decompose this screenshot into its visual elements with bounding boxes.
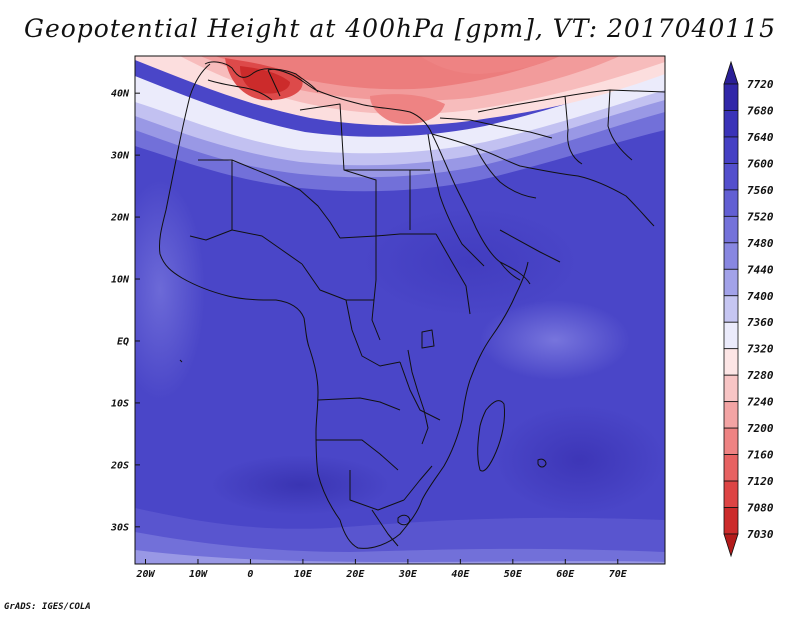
lat-tick-label: 40N [111, 89, 130, 100]
lon-tick-label: 0 [247, 569, 253, 580]
coastlines-and-borders [159, 61, 665, 549]
colorbar-level-label: 7320 [747, 343, 774, 356]
lon-tick-label: 10E [294, 569, 313, 580]
colorbar-level-label: 7240 [747, 396, 774, 409]
latitude-tick-labels: 40N 30N 20N 10N EQ 10S 20S 30S [110, 89, 140, 533]
colorbar-swatch [723, 374, 739, 403]
colorbar-level-label: 7030 [747, 528, 774, 541]
colorbar-swatch [723, 321, 739, 350]
colorbar-level-label: 7160 [747, 449, 774, 462]
colorbar-level-label: 7480 [747, 237, 774, 250]
lat-tick-label: EQ [117, 336, 129, 347]
colorbar-swatch [723, 454, 739, 482]
colorbar-swatch [723, 242, 739, 270]
lon-tick-label: 70E [609, 569, 628, 580]
colorbar-level-label: 7560 [747, 184, 774, 197]
colorbar-level-label: 7720 [747, 78, 774, 91]
colorbar-level-label: 7200 [747, 422, 774, 435]
colorbar-swatch [723, 189, 739, 217]
colorbar-level-label: 7280 [747, 369, 774, 382]
colorbar-level-label: 7080 [747, 502, 774, 515]
grads-credit: GrADS: IGES/COLA [4, 602, 91, 612]
longitude-tick-labels: 20W 10W 0 10E 20E 30E 40E 50E 60E 70E [135, 559, 628, 580]
lat-tick-label: 20S [110, 460, 129, 471]
colorbar-swatch [723, 215, 739, 244]
colorbar-level-label: 7120 [747, 475, 774, 488]
lon-tick-label: 10W [189, 569, 208, 580]
colorbar-swatch [723, 163, 739, 191]
colorbar-level-label: 7640 [747, 131, 774, 144]
lon-tick-label: 50E [504, 569, 523, 580]
map-frame [134, 55, 666, 565]
colorbar-level-label: 7360 [747, 316, 774, 329]
colorbar-bottom-arrow [723, 533, 739, 558]
lon-tick-label: 20W [135, 569, 155, 580]
lon-tick-label: 20E [345, 569, 365, 580]
colorbar-level-label: 7440 [747, 263, 774, 276]
colorbar-swatch [723, 83, 739, 111]
lat-tick-label: 20N [110, 213, 130, 224]
colorbar-level-label: 7520 [747, 210, 774, 223]
colorbar: 7720 7680 7640 7600 7560 7520 7480 7440 7400 7360… [723, 60, 774, 558]
colorbar-swatch [723, 348, 739, 376]
colorbar-swatch [723, 507, 739, 535]
colorbar-swatch [723, 268, 739, 297]
colorbar-level-label: 7400 [747, 290, 774, 303]
lat-tick-label: 10N [111, 275, 130, 286]
geopotential-field [135, 56, 665, 564]
lat-tick-label: 10S [111, 398, 129, 409]
colorbar-swatch [723, 110, 739, 138]
colorbar-swatch [723, 480, 739, 508]
lat-tick-label: 30S [110, 522, 129, 533]
colorbar-level-label: 7600 [747, 157, 774, 170]
colorbar-swatch [723, 401, 739, 429]
chart-title: Geopotential Height at 400hPa [gpm], VT:… [23, 14, 777, 43]
lon-tick-label: 60E [556, 569, 575, 580]
lon-tick-label: 40E [451, 569, 470, 580]
lon-tick-label: 30E [398, 569, 418, 580]
colorbar-level-label: 7680 [747, 104, 774, 117]
lat-tick-label: 30N [110, 151, 130, 162]
colorbar-swatch [723, 136, 739, 164]
colorbar-swatch [723, 295, 739, 323]
colorbar-swatch [723, 427, 739, 455]
colorbar-top-arrow [723, 60, 739, 85]
